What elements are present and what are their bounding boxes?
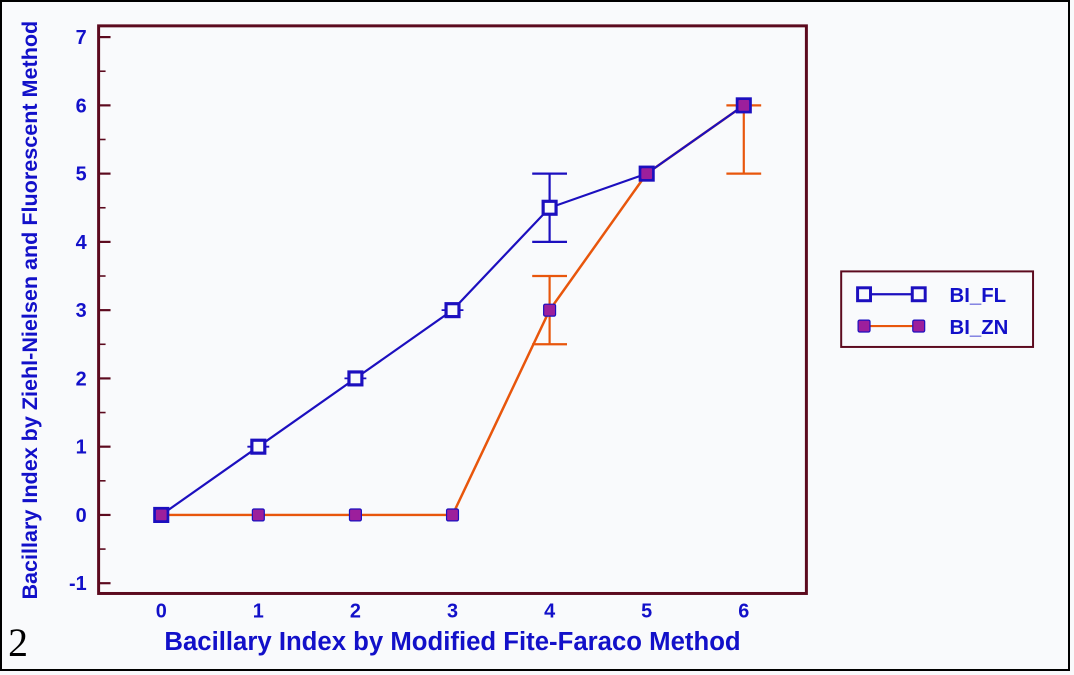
- svg-text:7: 7: [76, 27, 87, 49]
- svg-text:2: 2: [350, 600, 361, 622]
- svg-text:0: 0: [76, 505, 87, 527]
- svg-text:5: 5: [76, 164, 87, 186]
- svg-text:BI_ZN: BI_ZN: [950, 317, 1009, 339]
- svg-text:6: 6: [76, 95, 87, 117]
- svg-text:3: 3: [76, 300, 87, 322]
- svg-text:0: 0: [156, 600, 167, 622]
- svg-text:Bacillary Index by Ziehl-Niels: Bacillary Index by Ziehl-Nielsen and Flu…: [17, 21, 42, 600]
- svg-text:Bacillary Index by Modified Fi: Bacillary Index by Modified Fite-Faraco …: [164, 628, 740, 656]
- svg-text:6: 6: [738, 600, 749, 622]
- svg-text:2: 2: [8, 621, 28, 665]
- svg-text:-1: -1: [69, 573, 87, 595]
- svg-text:BI_FL: BI_FL: [950, 285, 1007, 307]
- svg-text:4: 4: [544, 600, 555, 622]
- svg-text:2: 2: [76, 368, 87, 390]
- svg-text:4: 4: [76, 232, 87, 254]
- svg-text:3: 3: [447, 600, 458, 622]
- svg-text:5: 5: [641, 600, 652, 622]
- svg-text:1: 1: [253, 600, 264, 622]
- svg-text:1: 1: [76, 437, 87, 459]
